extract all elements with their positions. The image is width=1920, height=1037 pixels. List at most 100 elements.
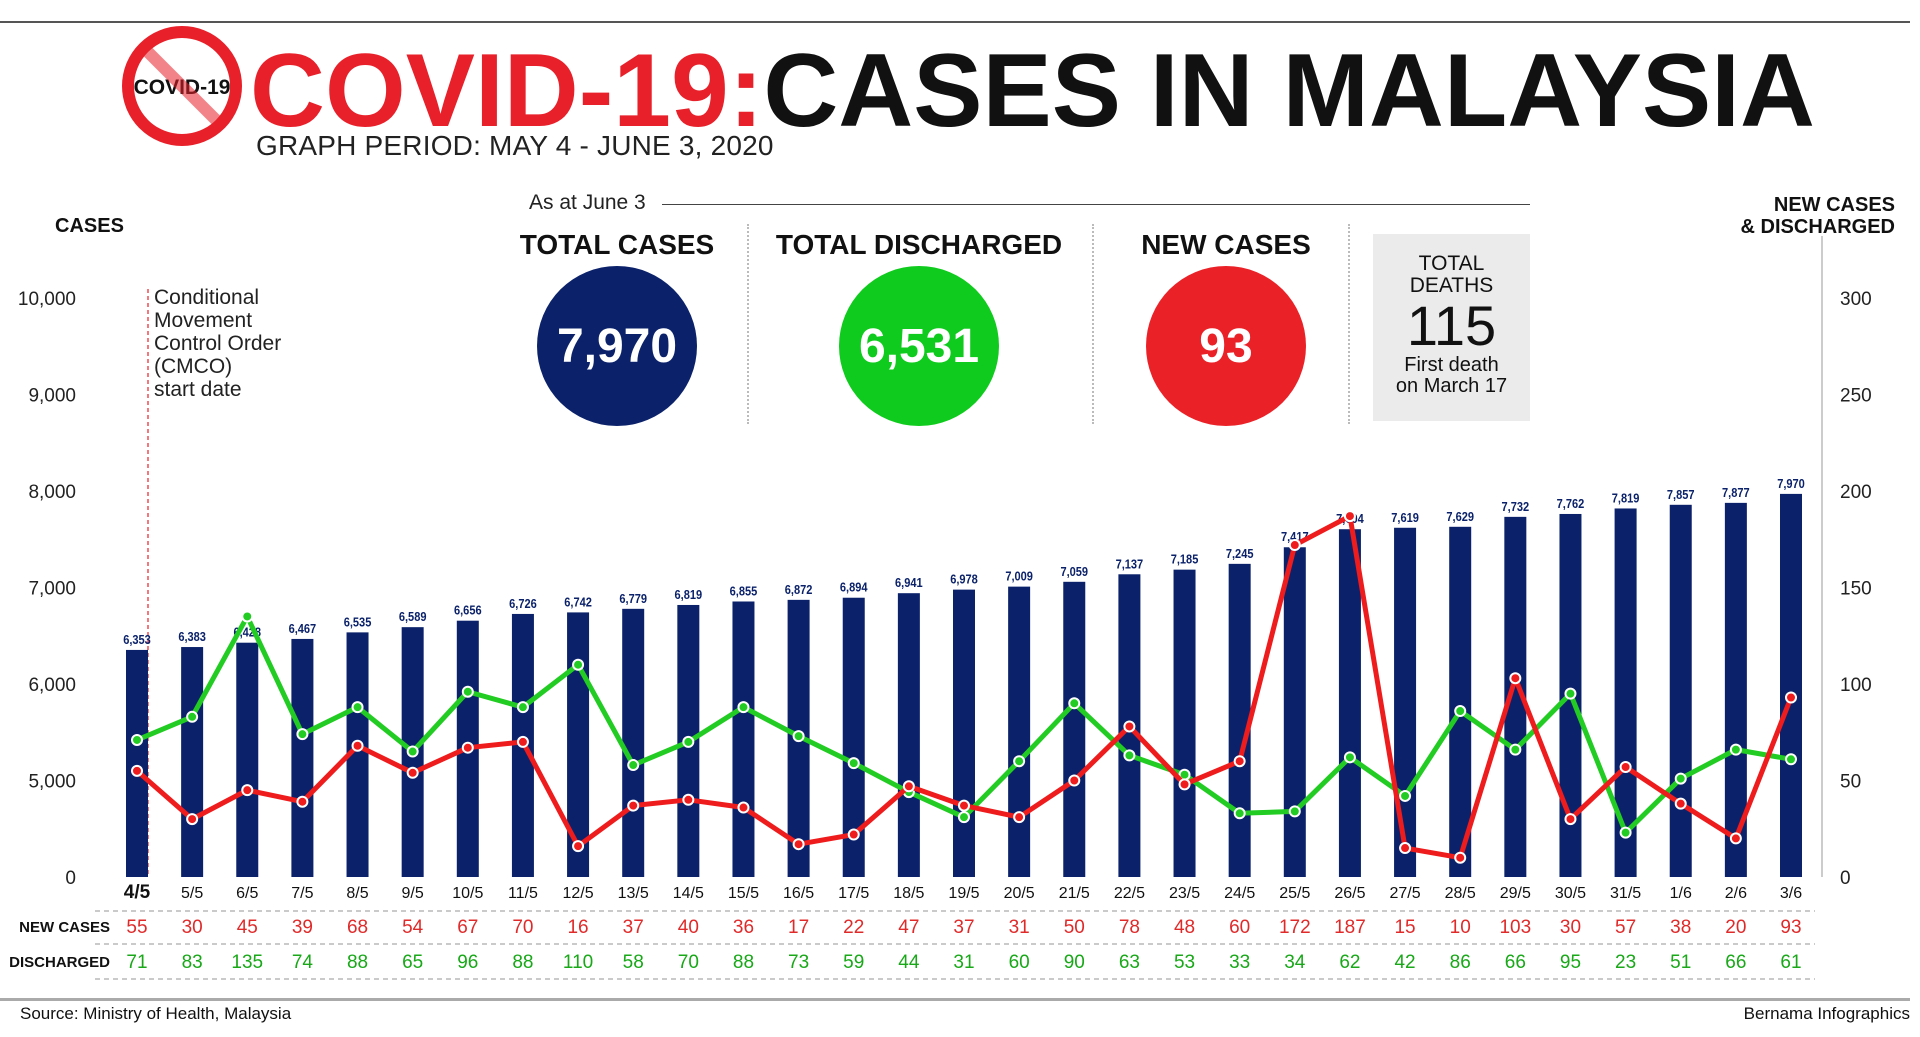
bar-value-label: 6,656 xyxy=(454,603,482,618)
bar-value-label: 6,726 xyxy=(509,596,537,611)
new-cases-value: 57 xyxy=(1615,917,1636,938)
discharged-value: 63 xyxy=(1119,952,1140,973)
new-cases-point xyxy=(847,828,860,841)
discharged-point xyxy=(1454,705,1467,718)
discharged-value: 71 xyxy=(126,952,147,973)
x-tick-label: 15/5 xyxy=(728,885,759,902)
bar-value-label: 6,383 xyxy=(178,629,206,644)
x-tick-label: 28/5 xyxy=(1445,885,1476,902)
right-tick-label: 250 xyxy=(1840,386,1872,407)
x-tick-label: 5/5 xyxy=(181,885,203,902)
right-axis-title-line1: NEW CASES xyxy=(1773,194,1895,216)
x-tick-label: 8/5 xyxy=(346,885,368,902)
new-cases-point xyxy=(516,735,529,748)
total-discharged-value: 6,531 xyxy=(858,319,980,373)
discharged-point xyxy=(186,710,199,723)
discharged-value: 58 xyxy=(623,952,644,973)
right-tick-label: 300 xyxy=(1840,289,1872,310)
bar-value-label: 6,978 xyxy=(950,572,978,587)
new-cases-point xyxy=(1674,797,1687,810)
cmco-line: Movement xyxy=(154,309,253,332)
new-cases-point xyxy=(1564,813,1577,826)
discharged-value: 110 xyxy=(563,952,593,973)
discharged-value: 73 xyxy=(788,952,809,973)
discharged-value: 60 xyxy=(1009,952,1030,973)
new-cases-point xyxy=(958,799,970,812)
new-cases-point xyxy=(1509,672,1522,685)
new-cases-value: 54 xyxy=(402,917,424,938)
total-deaths-box: TOTAL DEATHS 115 First death on March 17 xyxy=(1373,234,1530,421)
x-tick-label: 3/6 xyxy=(1780,885,1802,902)
discharged-value: 86 xyxy=(1450,952,1471,973)
bar-total-cases xyxy=(1338,529,1361,877)
bar-total-cases xyxy=(1724,502,1747,877)
x-tick-label: 24/5 xyxy=(1224,885,1255,902)
bar-total-cases xyxy=(236,642,259,877)
bar-total-cases xyxy=(1394,527,1417,877)
new-cases-value: 50 xyxy=(1064,917,1085,938)
x-tick-label: 17/5 xyxy=(838,885,869,902)
discharged-point xyxy=(516,701,529,714)
bar-value-label: 7,732 xyxy=(1502,499,1530,514)
left-tick-label: 10,000 xyxy=(18,289,76,310)
bar-total-cases xyxy=(291,638,314,877)
bar-total-cases xyxy=(842,597,865,877)
new-cases-point xyxy=(131,764,143,777)
new-cases-value: 38 xyxy=(1670,917,1691,938)
left-tick-label: 7,000 xyxy=(28,579,76,600)
new-cases-point xyxy=(627,799,640,812)
bar-total-cases xyxy=(1228,563,1251,877)
x-tick-label: 9/5 xyxy=(402,885,424,902)
discharged-value: 70 xyxy=(678,952,699,973)
new-cases-value: 10 xyxy=(1450,917,1471,938)
discharged-point xyxy=(1785,753,1797,766)
x-tick-label: 13/5 xyxy=(618,885,649,902)
discharged-point xyxy=(1564,687,1577,700)
right-tick-label: 200 xyxy=(1840,482,1872,503)
new-cases-value: 40 xyxy=(678,917,699,938)
bar-value-label: 6,589 xyxy=(399,609,427,624)
discharged-point xyxy=(1343,751,1356,764)
x-tick-label: 1/6 xyxy=(1670,885,1692,902)
right-axis-title: NEW CASES & DISCHARGED xyxy=(1741,194,1895,238)
bar-value-label: 7,245 xyxy=(1226,546,1254,561)
bar-value-label: 6,819 xyxy=(675,587,703,602)
new-cases-point xyxy=(1454,851,1467,864)
new-cases-value: 55 xyxy=(126,917,147,938)
discharged-point xyxy=(351,701,364,714)
discharged-point xyxy=(461,685,474,698)
bar-value-label: 7,970 xyxy=(1777,476,1805,491)
bar-total-cases xyxy=(1504,516,1527,877)
no-covid-logo-icon: COVID-19 xyxy=(122,26,242,146)
x-tick-label: 20/5 xyxy=(1004,885,1035,902)
discharged-value: 135 xyxy=(231,952,263,973)
bar-total-cases xyxy=(126,649,148,877)
x-tick-label: 21/5 xyxy=(1059,885,1090,902)
top-rule xyxy=(0,21,1910,23)
x-tick-label: 14/5 xyxy=(673,885,704,902)
x-tick-label: 30/5 xyxy=(1555,885,1586,902)
bar-total-cases xyxy=(1449,526,1472,877)
new-cases-value: 103 xyxy=(1499,917,1531,938)
discharged-point xyxy=(1233,807,1246,820)
discharged-value: 51 xyxy=(1670,952,1691,973)
new-cases-value: 60 xyxy=(1229,917,1250,938)
x-tick-label: 11/5 xyxy=(508,885,538,902)
discharged-point xyxy=(847,757,860,770)
left-tick-label: 9,000 xyxy=(28,386,76,407)
bar-total-cases xyxy=(1283,547,1306,877)
bar-value-label: 6,941 xyxy=(895,575,923,590)
x-tick-label: 12/5 xyxy=(562,885,593,902)
new-cases-point xyxy=(1068,774,1081,787)
discharged-value: 90 xyxy=(1064,952,1085,973)
x-tick-label: 26/5 xyxy=(1334,885,1365,902)
cmco-annotation: Conditional Movement Control Order (CMCO… xyxy=(154,286,281,401)
discharged-point xyxy=(1288,805,1301,818)
divider xyxy=(1092,224,1094,424)
discharged-value: 74 xyxy=(292,952,314,973)
cmco-line: Control Order xyxy=(154,332,282,355)
x-tick-label: 22/5 xyxy=(1114,885,1145,902)
new-cases-value: 78 xyxy=(1119,917,1140,938)
discharged-point xyxy=(406,745,419,758)
bar-value-label: 6,742 xyxy=(564,595,592,610)
